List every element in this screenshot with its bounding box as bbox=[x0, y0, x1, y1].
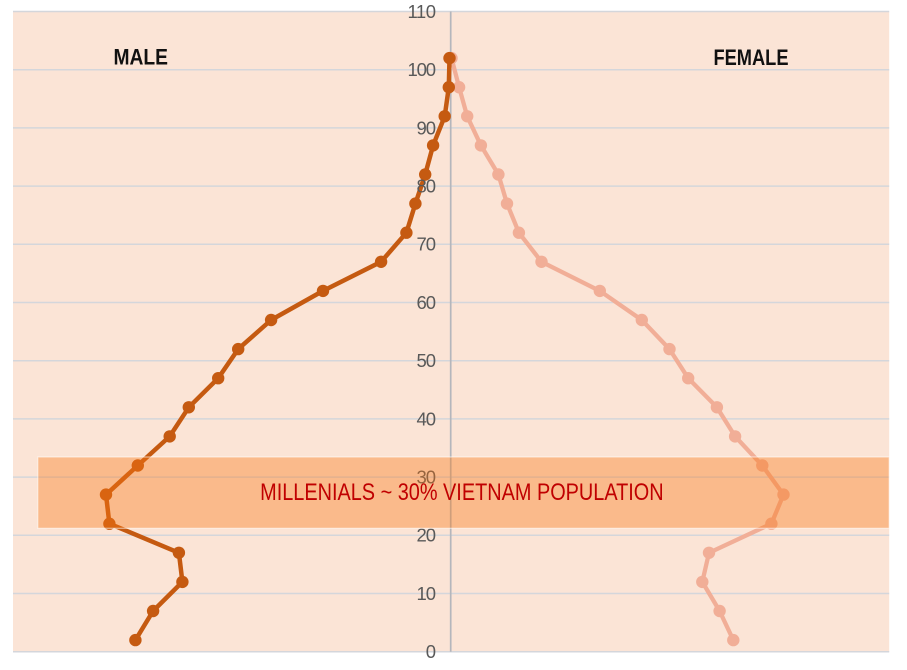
svg-text:40: 40 bbox=[417, 408, 437, 429]
svg-text:10: 10 bbox=[417, 583, 437, 604]
svg-text:80: 80 bbox=[417, 176, 437, 197]
svg-text:110: 110 bbox=[408, 1, 437, 22]
svg-text:MILLENIALS ~ 30% VIETNAM POPUL: MILLENIALS ~ 30% VIETNAM POPULATION bbox=[260, 479, 664, 506]
svg-text:100: 100 bbox=[408, 59, 437, 80]
svg-text:90: 90 bbox=[417, 117, 437, 138]
svg-text:30: 30 bbox=[417, 467, 437, 488]
svg-text:MALE: MALE bbox=[114, 44, 169, 69]
svg-text:20: 20 bbox=[417, 525, 437, 546]
svg-text:50: 50 bbox=[417, 350, 437, 371]
svg-text:0: 0 bbox=[426, 641, 436, 662]
svg-text:60: 60 bbox=[417, 292, 437, 313]
svg-text:FEMALE: FEMALE bbox=[714, 45, 789, 70]
svg-text:70: 70 bbox=[417, 234, 437, 255]
